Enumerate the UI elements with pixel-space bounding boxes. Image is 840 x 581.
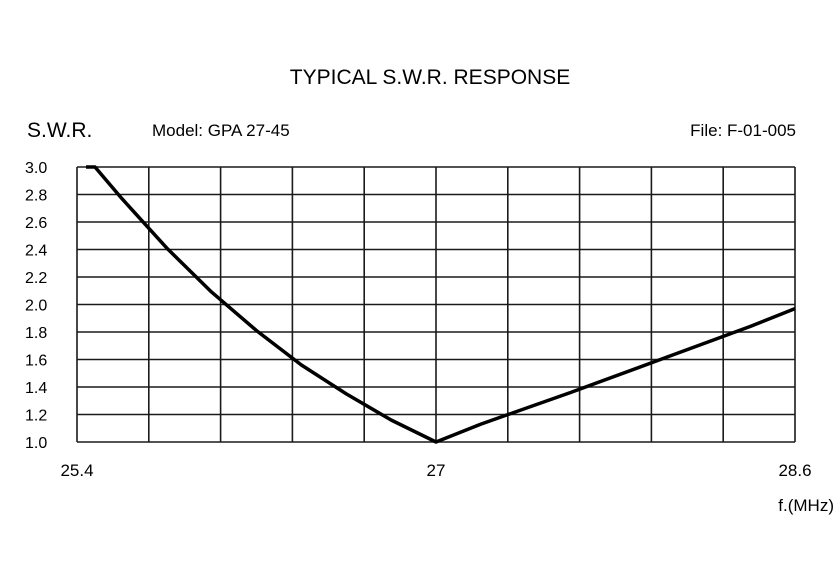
y-tick-label: 2.0 [25,298,47,315]
file-label: File: F-01-005 [690,121,796,140]
y-tick-label: 1.0 [25,435,47,452]
grid [76,166,796,443]
y-tick-label: 2.2 [25,270,47,287]
y-tick-label: 2.8 [25,188,47,205]
y-tick-label: 3.0 [25,160,47,177]
model-label: Model: GPA 27-45 [152,121,290,140]
chart-title: TYPICAL S.W.R. RESPONSE [290,66,570,89]
x-tick-label: 27 [427,461,446,480]
y-tick-label: 2.4 [25,243,47,260]
y-tick-label: 1.6 [25,353,47,370]
x-tick-label: 25.4 [60,461,93,480]
y-tick-label: 1.2 [25,408,47,425]
x-tick-label: 28.6 [778,461,811,480]
y-tick-label: 1.8 [25,325,47,342]
swr-curve [86,165,796,444]
y-axis-title: S.W.R. [27,119,92,142]
y-tick-label: 2.6 [25,215,47,232]
y-tick-labels: 1.0 1.2 1.4 1.6 1.8 2.0 2.2 2.4 2.6 2.8 3.0 [25,160,47,452]
x-axis-label: f.(MHz) [778,496,834,515]
x-tick-labels: 25.4 27 28.6 [60,461,811,480]
y-tick-label: 1.4 [25,380,47,397]
